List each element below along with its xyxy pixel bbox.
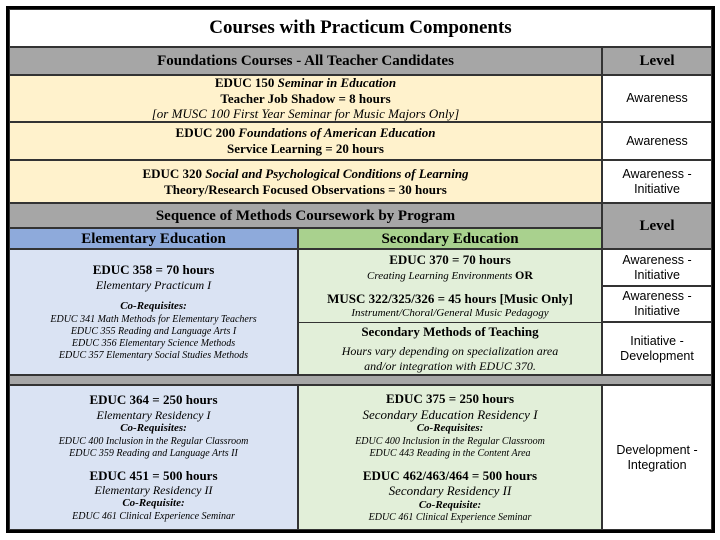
course-name: Seminar in Education (277, 75, 397, 91)
course-title: EDUC 358 = 70 hours (92, 262, 215, 278)
course-note: [or MUSC 100 First Year Seminar for Musi… (151, 106, 460, 122)
course-detail: Theory/Research Focused Observations = 3… (164, 181, 447, 197)
course-title: MUSC 322/325/326 = 45 hours [Music Only] (327, 291, 573, 306)
table-frame (6, 6, 715, 533)
course-name: Foundations of American Education (238, 125, 436, 141)
course-subtitle: Elementary Residency II (94, 483, 213, 498)
course-subtitle: Creating Learning Environments (367, 269, 513, 282)
course-code: EDUC 150 (214, 75, 275, 91)
course-note: Hours vary depending on specialization a… (341, 344, 559, 359)
methods-header: Sequence of Methods Coursework by Progra… (9, 203, 602, 228)
coreq-item: EDUC 461 Clinical Experience Seminar (72, 510, 235, 522)
level-header: Level (602, 47, 712, 75)
course-code: EDUC 200 (175, 125, 236, 141)
coreq-item: EDUC 357 Elementary Social Studies Metho… (58, 349, 249, 361)
or-label: OR (514, 267, 533, 282)
course-title: EDUC 370 = 70 hours (389, 252, 511, 268)
coreq-item: EDUC 355 Reading and Language Arts I (70, 325, 237, 337)
foundations-header: Foundations Courses - All Teacher Candid… (9, 47, 602, 75)
coreq-item: EDUC 461 Clinical Experience Seminar (368, 511, 532, 523)
course-name: Social and Psychological Conditions of L… (205, 165, 469, 181)
coreq-item: EDUC 356 Elementary Science Methods (71, 337, 236, 349)
course-title: EDUC 375 = 250 hours (385, 391, 515, 407)
foundation-row-educ200: EDUC 200 Foundations of American Educati… (9, 122, 602, 160)
separator-row (9, 375, 712, 385)
secondary-header: Secondary Education (298, 228, 602, 249)
course-detail: Teacher Job Shadow = 8 hours (220, 90, 391, 106)
course-detail: Service Learning = 20 hours (227, 141, 384, 156)
foundation-row-educ150: EDUC 150 Seminar in Education Teacher Jo… (9, 75, 602, 122)
elementary-residency-cell: EDUC 364 = 250 hours Elementary Residenc… (9, 385, 298, 530)
foundation-row-educ320: EDUC 320 Social and Psychological Condit… (9, 160, 602, 203)
level-cell: Awareness - Initiative (602, 286, 712, 322)
level-cell: Development - Integration (602, 385, 712, 530)
level-cell: Awareness (602, 122, 712, 160)
coreq-label: Co-Requisites: (120, 300, 187, 313)
course-subtitle: Secondary Residency II (388, 483, 512, 499)
coreq-label: Co-Requisites: (416, 422, 484, 435)
course-note: and/or integration with EDUC 370. (364, 358, 536, 373)
coreq-item: EDUC 443 Reading in the Content Area (369, 447, 531, 459)
level-header: Level (602, 203, 712, 249)
level-cell: Awareness (602, 75, 712, 122)
page-title: Courses with Practicum Components (9, 9, 712, 47)
coreq-label: Co-Requisites: (120, 422, 187, 435)
level-cell: Awareness - Initiative (602, 249, 712, 286)
coreq-item: EDUC 400 Inclusion in the Regular Classr… (355, 435, 545, 447)
coreq-label: Co-Requisite: (122, 497, 185, 510)
course-title: EDUC 462/463/464 = 500 hours (362, 467, 538, 483)
course-code: EDUC 320 (142, 165, 203, 181)
course-subtitle: Elementary Practicum I (95, 278, 212, 292)
level-cell: Awareness - Initiative (602, 160, 712, 203)
coreq-label: Co-Requisite: (418, 498, 482, 511)
secondary-methods-teaching-cell: Secondary Methods of Teaching Hours vary… (298, 322, 602, 375)
level-cell: Initiative - Development (602, 322, 712, 375)
coreq-item: EDUC 341 Math Methods for Elementary Tea… (50, 313, 257, 325)
elementary-header: Elementary Education (9, 228, 298, 249)
course-subtitle: Elementary Residency I (96, 407, 211, 422)
course-subtitle: Instrument/Choral/General Music Pedagogy (351, 306, 549, 319)
course-title: EDUC 451 = 500 hours (89, 467, 218, 483)
course-subtitle: Secondary Education Residency I (362, 406, 538, 422)
coreq-item: EDUC 359 Reading and Language Arts II (69, 447, 238, 459)
elementary-methods-cell: EDUC 358 = 70 hours Elementary Practicum… (9, 249, 298, 375)
coreq-item: EDUC 400 Inclusion in the Regular Classr… (58, 435, 249, 447)
course-title: EDUC 364 = 250 hours (89, 392, 218, 408)
secondary-residency-cell: EDUC 375 = 250 hours Secondary Education… (298, 385, 602, 530)
secondary-methods-cell: EDUC 370 = 70 hours Creating Learning En… (298, 249, 602, 322)
course-title: Secondary Methods of Teaching (361, 323, 539, 339)
